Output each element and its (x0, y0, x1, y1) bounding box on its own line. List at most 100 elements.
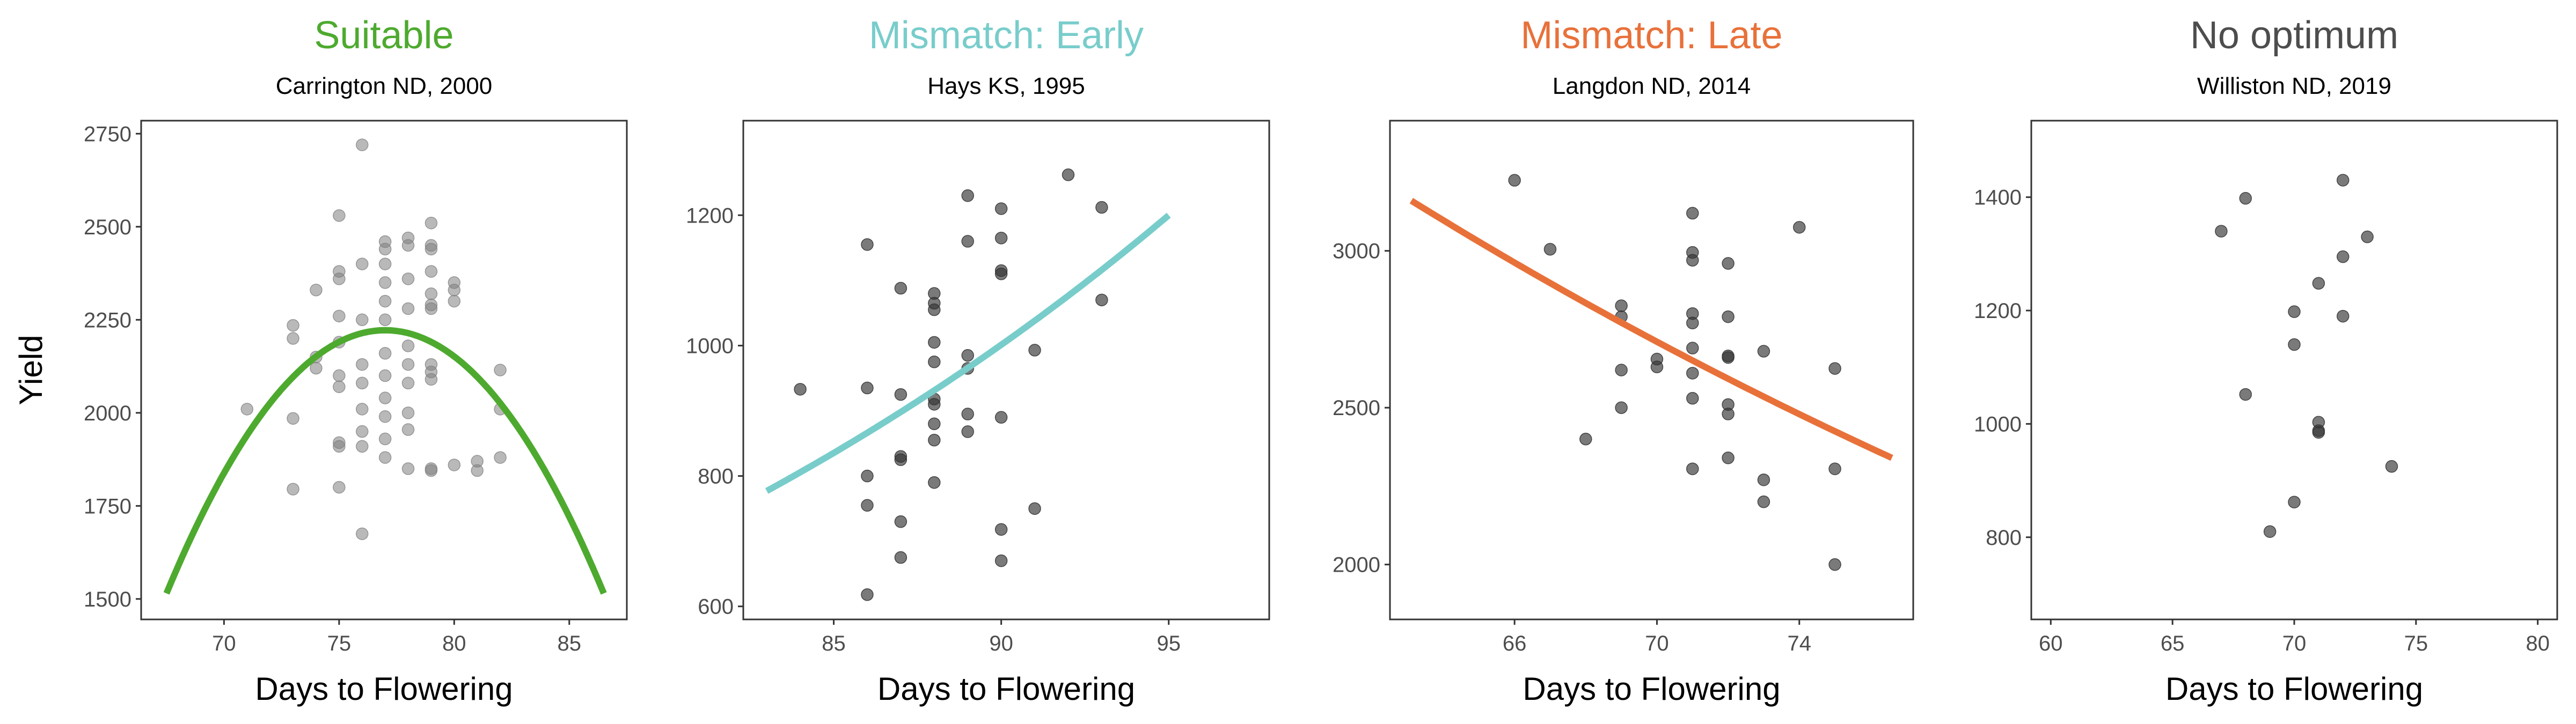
data-point (928, 433, 941, 447)
data-point (378, 369, 392, 382)
y-tick-label: 2000 (1333, 553, 1380, 577)
data-point (961, 408, 974, 420)
data-point (448, 294, 461, 308)
data-point (1686, 342, 1699, 354)
data-point (928, 356, 941, 368)
data-point (1722, 257, 1735, 270)
data-point (894, 551, 908, 564)
panel-subtitle: Carrington ND, 2000 (276, 73, 493, 99)
data-point (356, 527, 369, 541)
y-tick-label: 2750 (84, 122, 131, 146)
data-point (1828, 558, 1841, 571)
data-point (2288, 338, 2301, 351)
panel-2: Mismatch: Early Hays KS, 1995 600 800 1000 12… (686, 14, 1270, 707)
data-point (1686, 316, 1699, 330)
data-point (287, 319, 299, 332)
data-point (287, 332, 299, 345)
data-point (1615, 364, 1628, 376)
data-point (861, 499, 874, 512)
data-point (2336, 174, 2350, 187)
x-tick-label: 60 (2039, 632, 2063, 655)
data-point (425, 464, 438, 477)
fitted-curve (163, 327, 607, 595)
data-point (356, 425, 369, 438)
x-tick-label: 80 (2526, 632, 2550, 655)
data-point (401, 462, 415, 475)
y-tick-label: 2000 (84, 402, 131, 425)
data-point (1650, 360, 1664, 373)
panel-title: Mismatch: Early (869, 14, 1144, 57)
panel-1: Suitable Carrington ND, 2000 1500 1750 2000 2… (13, 14, 628, 707)
panel-subtitle: Williston ND, 2019 (2197, 73, 2391, 99)
y-tick-label: 2500 (84, 216, 131, 239)
data-point (356, 440, 369, 453)
data-point (425, 242, 438, 256)
data-point (994, 202, 1008, 215)
data-point (1722, 310, 1735, 323)
data-point (425, 302, 438, 315)
data-point (1615, 299, 1628, 312)
data-point (1579, 432, 1592, 446)
panel-subtitle: Langdon ND, 2014 (1553, 73, 1751, 99)
data-point (2263, 525, 2277, 538)
data-point (861, 381, 874, 395)
data-point (378, 313, 392, 327)
y-tick-label: 1200 (686, 204, 734, 227)
data-point (894, 515, 908, 528)
fitted-curve (765, 212, 1171, 494)
data-point (2239, 192, 2252, 205)
data-point (1757, 473, 1770, 486)
data-point (333, 272, 346, 285)
y-tick-label: 600 (698, 595, 734, 619)
data-point (894, 388, 908, 401)
data-point (378, 276, 392, 289)
x-tick-label: 95 (1157, 632, 1181, 655)
data-point (356, 313, 369, 327)
data-point (2361, 230, 2374, 243)
data-point (401, 239, 415, 252)
x-tick-label: 75 (2404, 632, 2428, 655)
data-point (1828, 362, 1841, 375)
data-point (1757, 495, 1770, 508)
data-point (287, 483, 299, 496)
data-point (494, 364, 507, 376)
data-point (1793, 221, 1806, 234)
data-point (333, 481, 346, 494)
data-point (356, 138, 369, 151)
data-point (894, 282, 908, 295)
data-point (961, 189, 974, 202)
x-tick-label: 70 (212, 632, 236, 655)
data-point (401, 358, 415, 371)
data-point (1686, 391, 1699, 405)
panel-border (2030, 120, 2558, 620)
data-point (356, 403, 369, 416)
data-point (928, 417, 941, 431)
data-point (2336, 309, 2350, 323)
data-point (2385, 460, 2398, 473)
data-point (994, 411, 1008, 424)
points (794, 168, 1108, 601)
data-point (2215, 225, 2228, 238)
y-tick-label: 800 (698, 465, 734, 489)
data-point (494, 451, 507, 464)
panel-title: Suitable (314, 14, 453, 57)
x-tick-label: 80 (442, 632, 466, 655)
data-point (794, 383, 807, 396)
data-point (994, 267, 1008, 280)
x-axis-label: Days to Flowering (2165, 671, 2423, 707)
y-tick-label: 3000 (1333, 240, 1380, 263)
x-tick-label: 85 (822, 632, 846, 655)
x-axis-label: Days to Flowering (1523, 671, 1780, 707)
x-axis-label: Days to Flowering (877, 671, 1135, 707)
y-tick-label: 1500 (84, 588, 131, 611)
panel-title: Mismatch: Late (1520, 14, 1782, 57)
x-tick-label: 70 (2282, 632, 2307, 655)
data-point (401, 272, 415, 285)
y-axis-label: Yield (13, 335, 49, 405)
y-tick-label: 1750 (84, 494, 131, 518)
data-point (356, 376, 369, 390)
data-point (333, 440, 346, 453)
data-point (378, 257, 392, 270)
points (2215, 174, 2398, 538)
